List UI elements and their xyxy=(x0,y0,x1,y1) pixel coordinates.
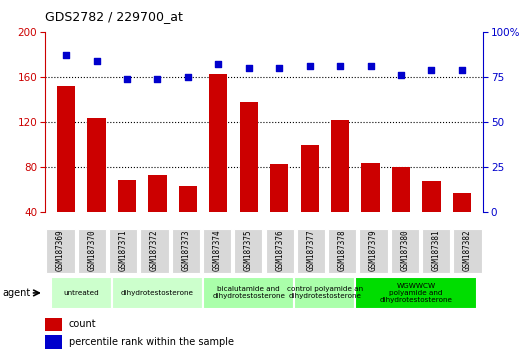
Bar xyxy=(361,163,380,212)
Bar xyxy=(51,277,112,309)
Point xyxy=(427,67,436,73)
Text: control polyamide an
dihydrotestosterone: control polyamide an dihydrotestosterone xyxy=(287,286,363,299)
Text: GSM187382: GSM187382 xyxy=(463,230,472,271)
Text: GSM187380: GSM187380 xyxy=(400,230,409,271)
Text: GSM187372: GSM187372 xyxy=(150,230,159,271)
Bar xyxy=(355,277,477,309)
Point xyxy=(184,74,192,80)
Text: count: count xyxy=(69,319,97,329)
Bar xyxy=(331,120,349,212)
Point xyxy=(397,72,405,78)
Bar xyxy=(45,335,61,349)
Bar xyxy=(209,74,228,212)
Bar xyxy=(45,318,61,331)
Bar xyxy=(118,180,136,212)
Text: dihydrotestosterone: dihydrotestosterone xyxy=(121,290,194,296)
Text: GSM187371: GSM187371 xyxy=(119,230,128,271)
Text: untreated: untreated xyxy=(63,290,99,296)
Bar xyxy=(148,175,167,212)
Point xyxy=(366,63,375,69)
Point xyxy=(92,58,101,64)
Text: GSM187374: GSM187374 xyxy=(213,230,222,271)
Text: GSM187369: GSM187369 xyxy=(56,230,65,271)
Point xyxy=(62,52,70,58)
Text: GSM187377: GSM187377 xyxy=(306,230,315,271)
Bar xyxy=(203,277,295,309)
Point xyxy=(244,65,253,71)
Text: GDS2782 / 229700_at: GDS2782 / 229700_at xyxy=(45,10,183,23)
Point xyxy=(214,62,223,67)
Bar xyxy=(179,187,197,212)
Text: WGWWCW
polyamide and
dihydrotestosterone: WGWWCW polyamide and dihydrotestosterone xyxy=(380,283,452,303)
Bar xyxy=(270,164,288,212)
Point xyxy=(275,65,284,71)
Point xyxy=(336,63,344,69)
Text: GSM187370: GSM187370 xyxy=(87,230,96,271)
Bar xyxy=(452,193,471,212)
Text: GSM187381: GSM187381 xyxy=(432,230,441,271)
Point xyxy=(123,76,131,82)
Text: GSM187375: GSM187375 xyxy=(244,230,253,271)
Bar xyxy=(88,118,106,212)
Bar xyxy=(392,167,410,212)
Text: percentile rank within the sample: percentile rank within the sample xyxy=(69,337,234,347)
Bar xyxy=(57,86,76,212)
Bar xyxy=(240,102,258,212)
Point xyxy=(305,63,314,69)
Text: GSM187376: GSM187376 xyxy=(275,230,284,271)
Bar xyxy=(422,181,440,212)
Bar xyxy=(300,145,319,212)
Text: bicalutamide and
dihydrotestosterone: bicalutamide and dihydrotestosterone xyxy=(212,286,285,299)
Point xyxy=(458,67,466,73)
Point xyxy=(153,76,162,82)
Text: GSM187373: GSM187373 xyxy=(181,230,190,271)
Bar xyxy=(112,277,203,309)
Bar xyxy=(295,277,355,309)
Text: GSM187378: GSM187378 xyxy=(338,230,347,271)
Text: GSM187379: GSM187379 xyxy=(369,230,378,271)
Text: agent: agent xyxy=(3,288,31,298)
